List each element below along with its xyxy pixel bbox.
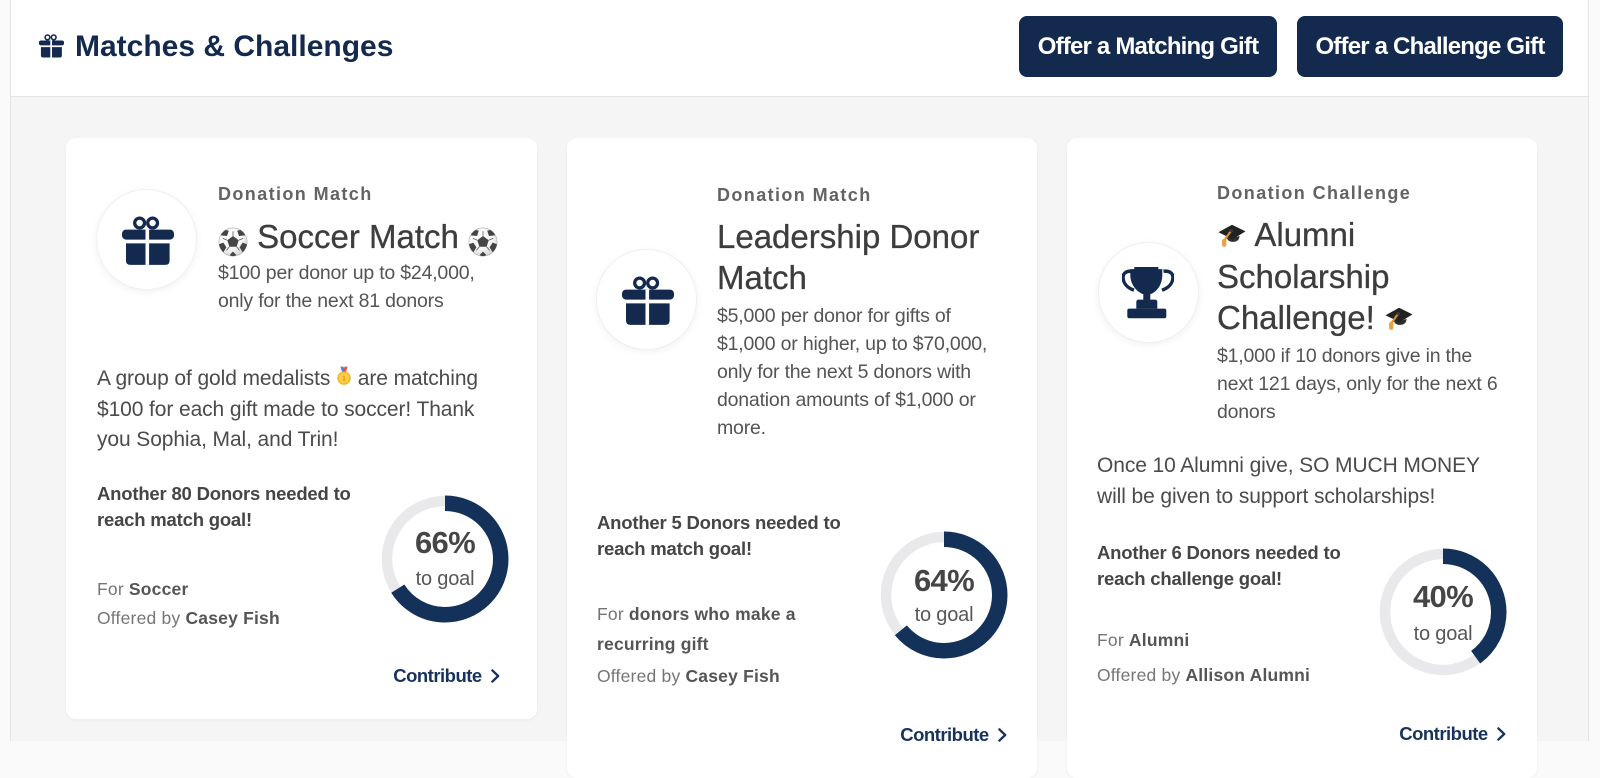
svg-text:1: 1: [342, 376, 346, 383]
